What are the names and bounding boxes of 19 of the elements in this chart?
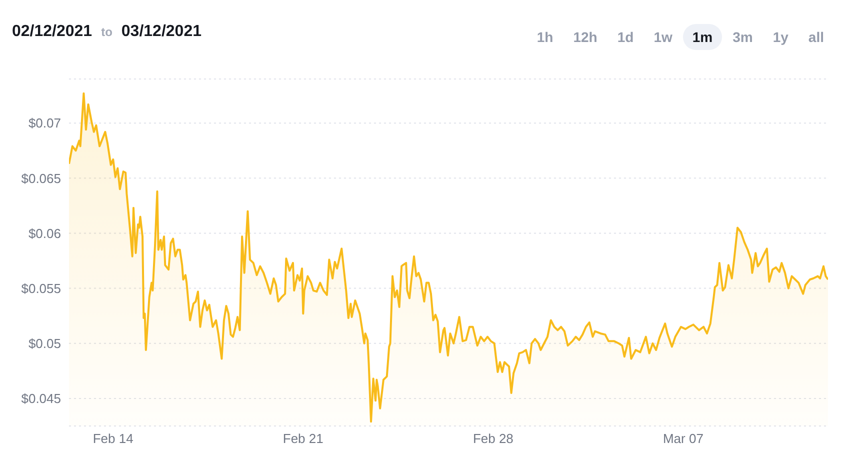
text: 1w — [654, 28, 672, 47]
text: 1d — [617, 28, 634, 47]
y-tick-label: $0.06 — [28, 226, 61, 241]
x-tick-label: Feb 28 — [472, 431, 514, 446]
text: 1y — [772, 28, 788, 47]
x-tick-label: Feb 21 — [282, 431, 324, 446]
chart-title: 02/12/2021 to 03/12/2021 — [12, 23, 202, 41]
text: 3m — [732, 28, 753, 47]
y-tick-label: $0.045 — [21, 391, 61, 406]
text: all — [808, 28, 824, 47]
x-tick-label: Feb 14 — [92, 431, 134, 446]
y-tick-label: $0.05 — [28, 336, 61, 351]
text: 12h — [573, 28, 598, 47]
y-tick-label: $0.07 — [28, 116, 61, 131]
text: 1h — [536, 28, 554, 47]
y-tick-label: $0.065 — [21, 170, 61, 186]
y-tick-label: $0.055 — [21, 280, 61, 296]
x-tick-label: Mar 07 — [662, 431, 704, 446]
selected-pill: 1m — [683, 24, 722, 50]
